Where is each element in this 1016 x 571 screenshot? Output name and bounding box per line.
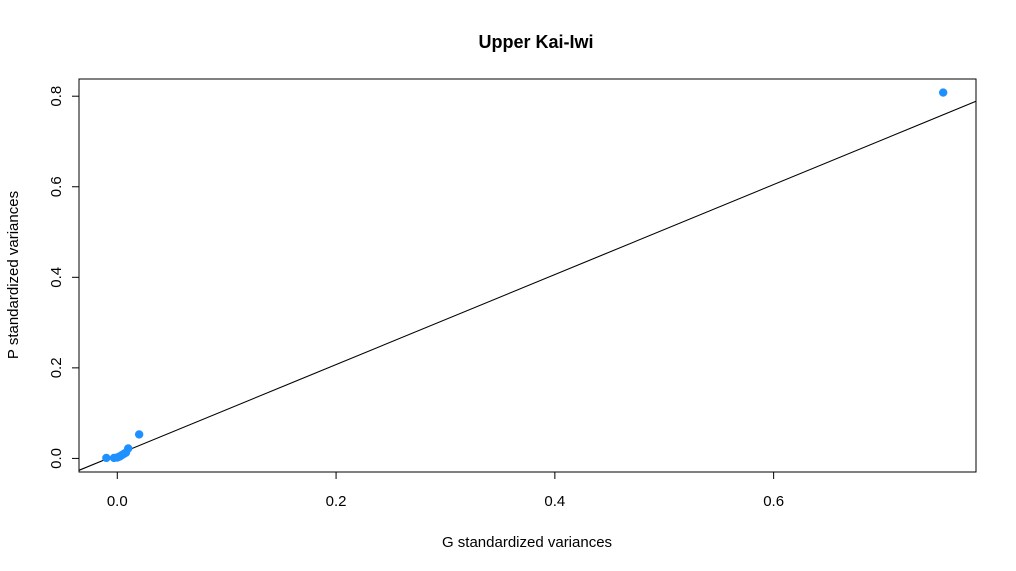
y-tick-label: 0.2 <box>48 357 65 378</box>
x-tick-label: 0.6 <box>763 493 784 510</box>
data-point <box>938 88 948 97</box>
data-point <box>124 444 133 453</box>
points-group <box>102 88 948 463</box>
y-tick-label: 0.0 <box>48 448 65 469</box>
data-point <box>134 430 144 439</box>
y-tick-label: 0.8 <box>48 86 65 107</box>
x-tick-label: 0.2 <box>326 493 347 510</box>
x-axis: 0.0 0.2 0.4 0.6 <box>107 471 784 510</box>
x-tick-label: 0.0 <box>107 493 128 510</box>
y-axis-label: P standardized variances <box>5 191 22 359</box>
x-tick-label: 0.4 <box>544 493 565 510</box>
plot-frame <box>78 78 977 473</box>
data-point <box>102 453 111 463</box>
x-axis-label: G standardized variances <box>442 534 612 551</box>
y-axis: 0.0 0.2 0.4 0.6 0.8 <box>48 86 80 469</box>
reference-line-group <box>78 100 977 471</box>
y-tick-label: 0.6 <box>48 176 65 197</box>
reference-line <box>78 100 977 471</box>
y-tick-label: 0.4 <box>48 267 65 288</box>
chart-title: Upper Kai-Iwi <box>478 32 593 52</box>
